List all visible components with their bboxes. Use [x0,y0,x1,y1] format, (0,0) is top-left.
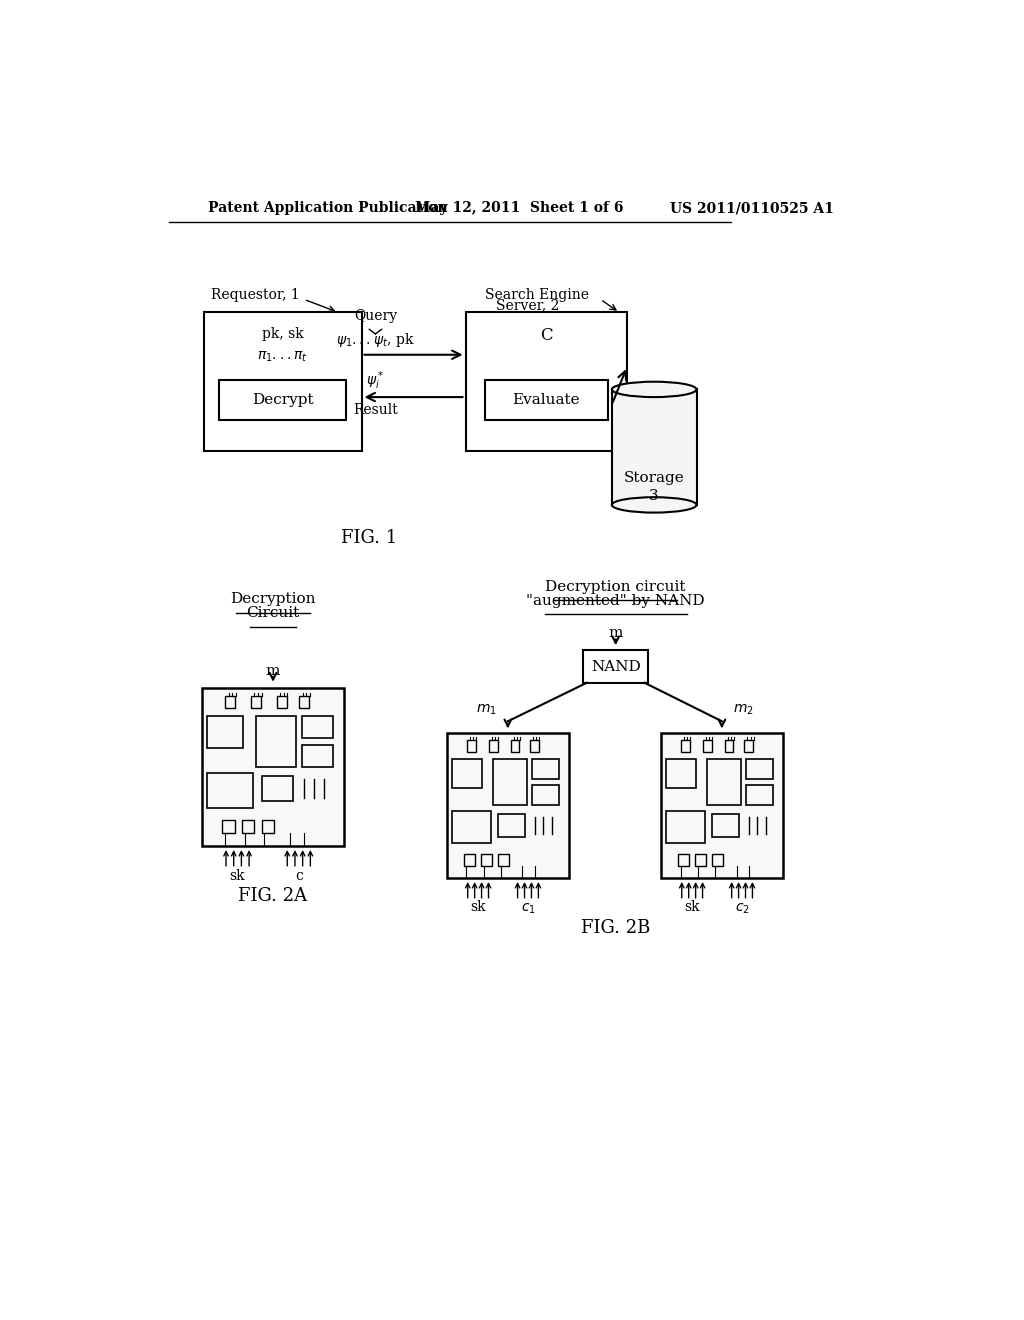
Text: $c_2$: $c_2$ [735,902,750,916]
Bar [276,696,287,709]
Text: FIG. 2A: FIG. 2A [239,887,307,906]
Text: May 12, 2011  Sheet 1 of 6: May 12, 2011 Sheet 1 of 6 [416,202,624,215]
Bar [202,688,344,846]
Bar [725,741,733,751]
Text: Decryption: Decryption [230,593,315,606]
Bar [301,717,333,738]
Bar [746,759,773,779]
Bar [532,759,559,779]
Bar [708,759,741,805]
Bar [299,696,309,709]
Bar [222,820,234,833]
Bar [583,651,648,682]
Bar [681,741,690,751]
Bar [225,696,236,709]
Text: c: c [295,869,303,883]
Text: 3: 3 [649,488,659,503]
Text: US 2011/0110525 A1: US 2011/0110525 A1 [670,202,834,215]
Bar [498,854,509,866]
Ellipse shape [611,381,696,397]
Text: $\psi_i^*$: $\psi_i^*$ [367,370,385,392]
Bar [662,733,782,878]
Text: FIG. 1: FIG. 1 [341,529,397,548]
Bar [532,785,559,805]
Bar [301,744,333,767]
Bar [208,774,253,808]
Text: $m_1$: $m_1$ [476,702,497,717]
Bar [530,741,539,751]
Bar [712,854,723,866]
Ellipse shape [611,498,696,512]
Bar [261,776,293,801]
Bar [219,380,346,420]
Text: $m_2$: $m_2$ [733,702,754,717]
Bar [452,759,482,788]
Bar [712,814,739,837]
Text: Server, 2: Server, 2 [497,298,560,313]
Bar [256,717,296,767]
Bar [695,854,707,866]
Text: sk: sk [685,900,700,915]
Bar [467,741,475,751]
Text: C: C [540,327,553,345]
Text: $\pi_1...\pi_t$: $\pi_1...\pi_t$ [257,350,308,364]
Text: Storage: Storage [624,471,684,484]
Bar [208,717,243,747]
Bar [466,313,628,451]
Text: Patent Application Publication: Patent Application Publication [208,202,447,215]
Text: "augmented" by NAND: "augmented" by NAND [526,594,705,609]
Bar [498,814,525,837]
Bar [744,741,753,751]
Bar [481,854,493,866]
Bar [746,785,773,805]
Bar [452,810,490,843]
Bar [666,759,696,788]
Text: m: m [266,664,281,678]
Bar [703,741,712,751]
Bar [678,854,689,866]
Bar [242,820,255,833]
Bar [447,733,568,878]
Bar [666,810,705,843]
Bar [494,759,527,805]
Text: FIG. 2B: FIG. 2B [581,919,650,937]
Bar [511,741,519,751]
Text: Search Engine: Search Engine [484,288,589,302]
Text: pk, sk: pk, sk [262,327,303,341]
Text: sk: sk [229,869,246,883]
Text: Result: Result [353,404,397,417]
Text: Circuit: Circuit [247,606,300,620]
Text: m: m [608,627,623,640]
Text: $c_1$: $c_1$ [521,902,536,916]
Bar [489,741,498,751]
Text: sk: sk [471,900,486,915]
Text: Decryption circuit: Decryption circuit [546,581,686,594]
Bar [204,313,361,451]
Bar [464,854,475,866]
Text: Evaluate: Evaluate [513,393,581,407]
Bar [484,380,608,420]
Text: Query: Query [354,309,397,323]
Text: Requestor, 1: Requestor, 1 [211,288,300,302]
Bar [611,389,696,506]
Bar [251,696,261,709]
Text: NAND: NAND [591,660,641,673]
Bar [261,820,274,833]
Text: Decrypt: Decrypt [252,393,313,407]
Text: $\psi_1...\psi_t$, pk: $\psi_1...\psi_t$, pk [336,331,415,350]
